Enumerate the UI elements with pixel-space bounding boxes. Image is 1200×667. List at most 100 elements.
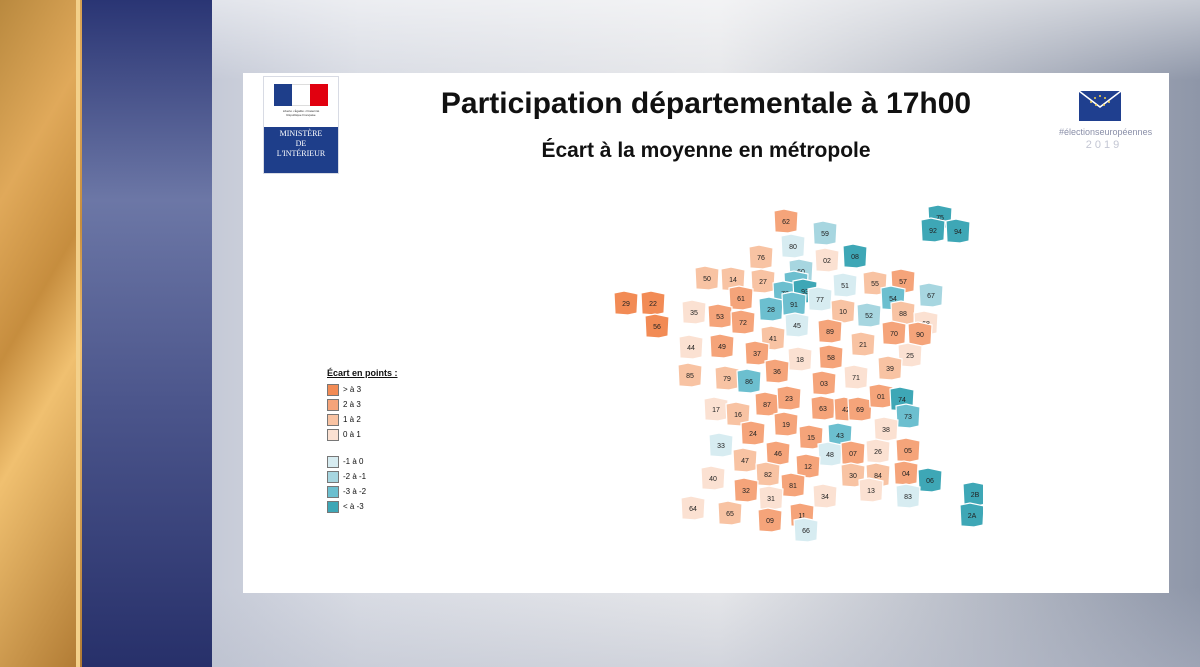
- department-shape: [856, 302, 882, 328]
- department-label: 51: [841, 283, 849, 290]
- department-shape: [740, 420, 766, 446]
- elections-hashtag: #électionseuropéennes: [1059, 127, 1153, 137]
- department-shape: [640, 290, 666, 316]
- department-label: 13: [867, 488, 875, 495]
- department-label: 74: [898, 397, 906, 404]
- department-label: 69: [856, 407, 864, 414]
- background-blue-panel: [82, 0, 212, 667]
- department-shape: [694, 265, 720, 291]
- department-shape: [840, 440, 866, 466]
- department-label: 34: [821, 494, 829, 501]
- department-label: 06: [926, 478, 934, 485]
- department-label: 72: [739, 320, 747, 327]
- department-label: 90: [916, 332, 924, 339]
- elections-year: 2019: [1085, 139, 1123, 151]
- ministry-line-1: MINISTÈRE: [279, 129, 323, 138]
- department-shape: [781, 291, 807, 317]
- department-shape: [758, 296, 784, 322]
- legend-swatch: [327, 398, 339, 411]
- legend-item: < à -3: [327, 499, 398, 514]
- department-79: 79: [714, 365, 740, 391]
- legend-title: Écart en points :: [327, 368, 398, 378]
- department-shape: [717, 500, 743, 526]
- legend-item: -2 à -1: [327, 469, 398, 484]
- department-shape: [842, 243, 868, 269]
- department-label: 50: [703, 276, 711, 283]
- department-2B: 2B: [962, 481, 983, 507]
- department-label: 08: [851, 254, 859, 261]
- department-label: 67: [927, 293, 935, 300]
- legend-swatch: [327, 455, 339, 468]
- department-label: 62: [782, 219, 790, 226]
- department-label: 29: [622, 301, 630, 308]
- department-34: 34: [812, 483, 838, 509]
- department-label: 87: [763, 402, 771, 409]
- department-02: 02: [814, 247, 840, 273]
- department-label: 66: [802, 528, 810, 535]
- department-shape: [818, 344, 844, 370]
- department-38: 38: [873, 416, 899, 442]
- department-label: 52: [865, 313, 873, 320]
- department-label: 65: [726, 511, 734, 518]
- department-shape: [810, 395, 836, 421]
- legend-item: -3 à -2: [327, 484, 398, 499]
- slide: Liberté • Égalité • Fraternité Républiqu…: [243, 73, 1169, 593]
- department-shape: [709, 333, 735, 359]
- department-77: 77: [807, 286, 833, 312]
- department-63: 63: [810, 395, 836, 421]
- elections-logo: #électionseuropéennes 2019: [1059, 91, 1153, 153]
- department-label: 81: [789, 483, 797, 490]
- department-22: 22: [640, 290, 666, 316]
- department-label: 26: [874, 449, 882, 456]
- department-label: 15: [807, 435, 815, 442]
- department-shape: [920, 217, 946, 243]
- department-46: 46: [765, 440, 791, 466]
- department-label: 38: [882, 427, 890, 434]
- department-label: 32: [742, 488, 750, 495]
- department-76: 76: [748, 244, 774, 270]
- department-shape: [812, 220, 838, 246]
- france-department-map: 6259800208766050142795515557672922617893…: [613, 204, 983, 543]
- background-gold-panel: [0, 0, 82, 667]
- department-65: 65: [717, 500, 743, 526]
- department-shape: [707, 303, 733, 329]
- department-05: 05: [895, 437, 921, 463]
- department-label: 83: [904, 494, 912, 501]
- department-label: 88: [899, 311, 907, 318]
- department-85: 85: [677, 362, 703, 388]
- department-10: 10: [830, 298, 856, 324]
- legend-swatch: [327, 470, 339, 483]
- department-label: 21: [859, 342, 867, 349]
- department-shape: [945, 218, 971, 244]
- flag-icon: [274, 84, 328, 106]
- department-39: 39: [877, 355, 903, 381]
- department-72: 72: [730, 309, 756, 335]
- department-52: 52: [856, 302, 882, 328]
- department-shape: [959, 502, 983, 528]
- department-label: 09: [766, 518, 774, 525]
- department-71: 71: [843, 364, 869, 390]
- department-83: 83: [895, 483, 921, 509]
- department-29: 29: [613, 290, 639, 316]
- department-label: 79: [723, 376, 731, 383]
- department-label: 70: [890, 331, 898, 338]
- department-64: 64: [680, 495, 706, 521]
- page-title: Participation départementale à 17h00: [440, 87, 972, 120]
- legend-swatch: [327, 413, 339, 426]
- department-36: 36: [764, 358, 790, 384]
- department-24: 24: [740, 420, 766, 446]
- department-label: 41: [769, 336, 777, 343]
- legend-swatch: [327, 500, 339, 513]
- department-label: 93: [801, 289, 809, 296]
- department-label: 07: [849, 451, 857, 458]
- department-label: 76: [757, 255, 765, 262]
- department-label: 30: [849, 473, 857, 480]
- department-label: 23: [785, 396, 793, 403]
- department-label: 58: [827, 355, 835, 362]
- department-shape: [814, 247, 840, 273]
- department-label: 73: [904, 414, 912, 421]
- department-70: 70: [881, 320, 907, 346]
- legend-swatch: [327, 428, 339, 441]
- legend-label: 1 à 2: [343, 415, 361, 424]
- department-shape: [776, 385, 802, 411]
